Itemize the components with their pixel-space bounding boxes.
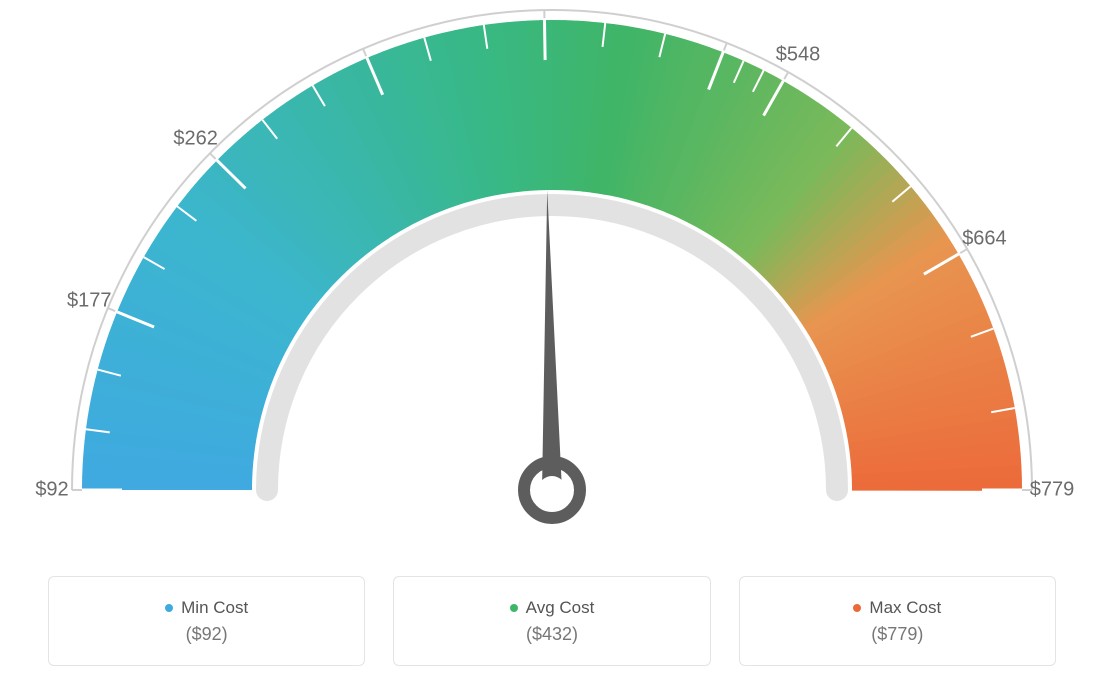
legend-title-max: Max Cost <box>853 598 941 618</box>
legend-title-min: Min Cost <box>165 598 248 618</box>
legend-value: ($92) <box>186 624 228 645</box>
tick-label: $177 <box>67 289 112 312</box>
dot-icon <box>510 604 518 612</box>
tick-label: $92 <box>35 479 68 502</box>
gauge-area: $92 $177 $262 $432 $548 $664 $779 <box>0 0 1104 560</box>
tick-label: $432 <box>522 0 567 2</box>
legend-card-avg: Avg Cost ($432) <box>393 576 710 666</box>
legend-card-max: Max Cost ($779) <box>739 576 1056 666</box>
legend-value: ($779) <box>871 624 923 645</box>
tick-label: $548 <box>776 43 821 66</box>
legend-card-min: Min Cost ($92) <box>48 576 365 666</box>
legend-label: Max Cost <box>869 598 941 618</box>
tick-label: $664 <box>962 228 1007 251</box>
legend-label: Avg Cost <box>526 598 595 618</box>
gauge-svg <box>0 0 1104 560</box>
dot-icon <box>853 604 861 612</box>
dot-icon <box>165 604 173 612</box>
legend-label: Min Cost <box>181 598 248 618</box>
tick-label: $262 <box>173 128 218 151</box>
legend-value: ($432) <box>526 624 578 645</box>
tick-label: $779 <box>1030 479 1075 502</box>
chart-root: $92 $177 $262 $432 $548 $664 $779 Min Cost ($9… <box>0 0 1104 690</box>
legend-row: Min Cost ($92) Avg Cost ($432) Max Cost … <box>48 576 1056 666</box>
legend-title-avg: Avg Cost <box>510 598 595 618</box>
